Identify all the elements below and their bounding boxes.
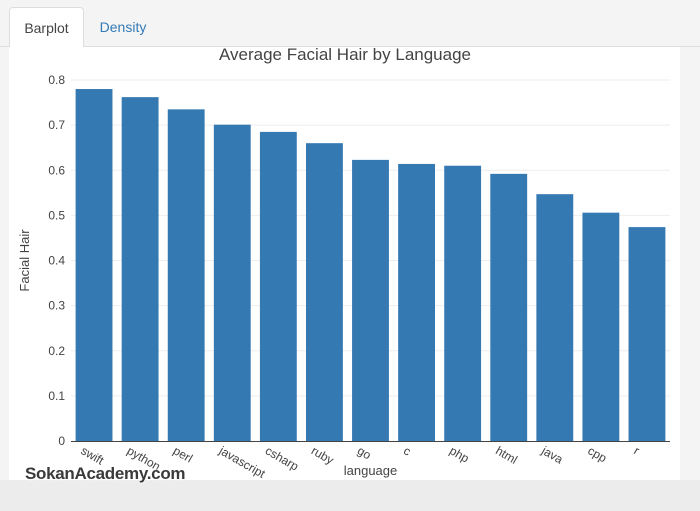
footer-band <box>0 480 700 511</box>
x-tick-label: ruby <box>309 443 336 467</box>
chart-title: Average Facial Hair by Language <box>219 47 471 64</box>
y-tick-label: 0.1 <box>48 389 65 403</box>
bar-ruby[interactable] <box>305 143 343 442</box>
bar-php[interactable] <box>444 165 482 442</box>
bar-csharp[interactable] <box>259 131 297 442</box>
x-tick-label: csharp <box>263 443 301 473</box>
bar-javascript[interactable] <box>213 124 251 441</box>
x-axis-label: language <box>344 463 398 478</box>
y-tick-label: 0.8 <box>48 73 65 87</box>
y-tick-label: 0.4 <box>48 254 65 268</box>
bar-c[interactable] <box>398 163 436 441</box>
x-tick-label: html <box>493 443 520 466</box>
x-tick-label: c <box>401 443 413 458</box>
watermark: SokanAcademy.com <box>25 464 186 483</box>
bar-chart: Average Facial Hair by Language 00.10.20… <box>17 47 670 480</box>
x-tick-label: go <box>355 443 374 462</box>
y-tick-label: 0.7 <box>48 118 65 132</box>
tab-barplot[interactable]: Barplot <box>9 7 84 48</box>
y-tick-label: 0.2 <box>48 344 65 358</box>
chart-panel: Average Facial Hair by Language 0 0.1 0.2 0… <box>9 47 680 480</box>
bar-java[interactable] <box>536 194 574 441</box>
bar-python[interactable] <box>121 97 159 442</box>
y-tick-label: 0.5 <box>48 208 65 222</box>
bar-cpp[interactable] <box>582 212 620 441</box>
tab-bar: Barplot Density <box>0 0 700 48</box>
y-axis-label: Facial Hair <box>17 229 32 292</box>
x-tick-label: java <box>538 443 565 467</box>
y-tick-label: 0.6 <box>48 163 65 177</box>
x-tick-label: perl <box>171 443 195 465</box>
x-tick-label: php <box>447 443 472 465</box>
x-tick-label: javascript <box>216 443 268 480</box>
tab-density[interactable]: Density <box>99 19 147 35</box>
bar-swift[interactable] <box>75 89 113 442</box>
bar-go[interactable] <box>352 159 389 441</box>
bar-r[interactable] <box>628 227 666 441</box>
y-tick-label: 0 <box>58 434 65 448</box>
x-tick-label: r <box>631 443 641 457</box>
y-axis-ticks: 0 0.1 0.2 0.3 0.4 0.5 0.6 0.7 0.8 <box>48 73 65 448</box>
y-tick-label: 0.3 <box>48 299 65 313</box>
bars <box>75 89 666 442</box>
x-tick-label: cpp <box>585 443 609 465</box>
bar-perl[interactable] <box>167 109 205 442</box>
bar-html[interactable] <box>490 173 528 442</box>
